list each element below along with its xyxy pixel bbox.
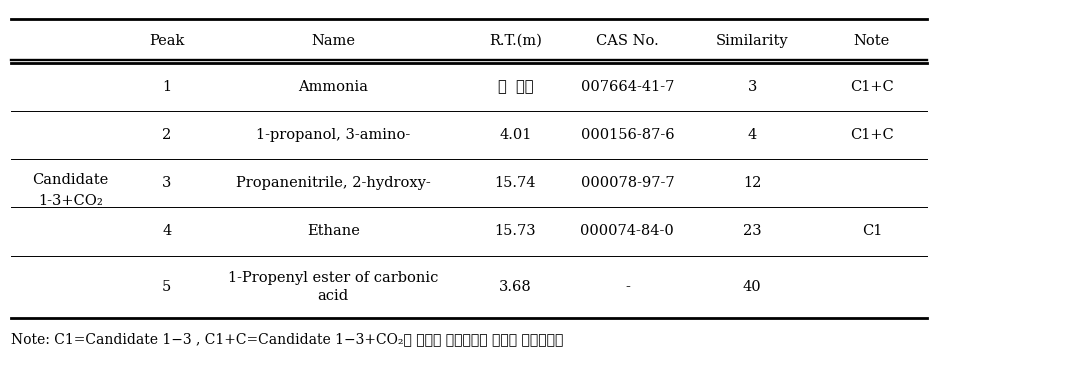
Text: 3.68: 3.68 bbox=[499, 280, 531, 294]
Text: Note: C1=Candidate 1−3 , C1+C=Candidate 1−3+CO₂로 각각의 수용액에서 분석된 열화생성물: Note: C1=Candidate 1−3 , C1+C=Candidate … bbox=[11, 332, 563, 346]
Text: Propanenitrile, 2-hydroxy-: Propanenitrile, 2-hydroxy- bbox=[236, 176, 430, 190]
Text: Peak: Peak bbox=[149, 34, 184, 48]
Text: CAS No.: CAS No. bbox=[596, 34, 658, 48]
Text: 12: 12 bbox=[743, 176, 761, 190]
Text: 15.74: 15.74 bbox=[494, 176, 536, 190]
Text: 23: 23 bbox=[743, 224, 761, 239]
Text: Similarity: Similarity bbox=[716, 34, 788, 48]
Text: 전  구간: 전 구간 bbox=[497, 80, 534, 94]
Text: C1+C: C1+C bbox=[850, 128, 894, 142]
Text: Note: Note bbox=[854, 34, 890, 48]
Text: 000074-84-0: 000074-84-0 bbox=[580, 224, 674, 239]
Text: Candidate
1-3+CO₂: Candidate 1-3+CO₂ bbox=[32, 173, 109, 208]
Text: Ethane: Ethane bbox=[307, 224, 360, 239]
Text: 000156-87-6: 000156-87-6 bbox=[580, 128, 674, 142]
Text: 007664-41-7: 007664-41-7 bbox=[580, 80, 674, 94]
Text: 4.01: 4.01 bbox=[499, 128, 531, 142]
Text: R.T.(m): R.T.(m) bbox=[489, 34, 542, 48]
Text: 1-propanol, 3-amino-: 1-propanol, 3-amino- bbox=[257, 128, 410, 142]
Text: 5: 5 bbox=[162, 280, 171, 294]
Text: C1+C: C1+C bbox=[850, 80, 894, 94]
Text: 40: 40 bbox=[743, 280, 761, 294]
Text: 1: 1 bbox=[162, 80, 171, 94]
Text: Ammonia: Ammonia bbox=[298, 80, 368, 94]
Text: 4: 4 bbox=[748, 128, 757, 142]
Text: 2: 2 bbox=[162, 128, 171, 142]
Text: 15.73: 15.73 bbox=[494, 224, 537, 239]
Text: 4: 4 bbox=[162, 224, 171, 239]
Text: C1: C1 bbox=[862, 224, 882, 239]
Text: -: - bbox=[625, 280, 629, 294]
Text: 3: 3 bbox=[748, 80, 757, 94]
Text: 000078-97-7: 000078-97-7 bbox=[580, 176, 674, 190]
Text: 3: 3 bbox=[162, 176, 171, 190]
Text: Name: Name bbox=[311, 34, 356, 48]
Text: 1-Propenyl ester of carbonic
acid: 1-Propenyl ester of carbonic acid bbox=[228, 271, 439, 303]
